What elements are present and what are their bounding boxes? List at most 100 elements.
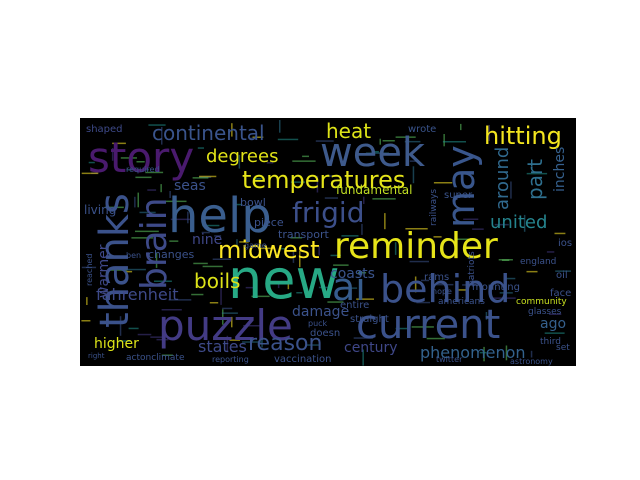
filler-mark	[136, 161, 145, 163]
word-century: century	[344, 340, 398, 356]
filler-mark	[555, 270, 571, 272]
filler-mark	[358, 272, 367, 274]
filler-mark	[222, 307, 233, 310]
filler-mark	[395, 327, 409, 330]
filler-mark	[433, 236, 442, 238]
word-right: right	[88, 352, 105, 360]
filler-mark	[485, 312, 488, 320]
filler-mark	[169, 191, 171, 198]
filler-mark	[302, 155, 309, 158]
filler-mark	[318, 245, 320, 256]
word-reached: reached	[85, 254, 94, 286]
filler-mark	[329, 175, 337, 177]
word-seas: seas	[174, 178, 206, 194]
filler-mark	[299, 250, 301, 268]
filler-mark	[150, 336, 168, 338]
filler-mark	[238, 154, 241, 169]
word-reason: reason	[248, 331, 322, 356]
filler-mark	[460, 123, 462, 131]
filler-mark	[212, 258, 232, 260]
word-degrees: degrees	[206, 146, 278, 167]
word-ai: ai	[332, 265, 366, 309]
filler-mark	[416, 301, 431, 304]
word-puck: puck	[308, 319, 328, 328]
word-story: story	[88, 133, 194, 182]
word-ago: ago	[540, 316, 566, 332]
filler-mark	[279, 120, 281, 133]
filler-mark	[505, 345, 508, 361]
filler-mark	[324, 197, 338, 199]
filler-mark	[86, 297, 88, 305]
filler-mark	[214, 235, 222, 237]
filler-mark	[526, 172, 548, 175]
filler-mark	[287, 278, 290, 290]
word-reporting: reporting	[212, 355, 249, 364]
filler-mark	[261, 247, 275, 250]
word-oil: oil	[556, 270, 568, 281]
word-piece: piece	[254, 216, 284, 229]
word-united: united	[490, 212, 547, 233]
word-transport: transport	[278, 228, 330, 241]
filler-mark	[137, 192, 139, 208]
word-astronomy: astronomy	[510, 357, 553, 366]
filler-mark	[123, 268, 146, 271]
filler-mark	[266, 162, 274, 164]
word-heat: heat	[326, 119, 371, 143]
word-inches: inches	[552, 147, 568, 192]
word-coasts: coasts	[330, 266, 375, 282]
word-required: required	[126, 165, 160, 174]
filler-mark	[350, 287, 358, 289]
word-fahrenheit: fahrenheit	[96, 285, 179, 304]
word-actonclimate: actonclimate	[126, 353, 185, 363]
filler-mark	[161, 354, 173, 356]
word-thanks: thanks	[92, 193, 138, 328]
filler-mark	[379, 138, 381, 145]
word-england: england	[520, 257, 556, 267]
filler-mark	[394, 242, 397, 255]
filler-mark	[135, 176, 152, 179]
word-americans: americans	[438, 297, 485, 307]
word-current: current	[356, 302, 500, 348]
filler-mark	[154, 280, 172, 282]
filler-mark	[292, 249, 295, 263]
filler-mark	[111, 148, 114, 161]
filler-mark	[421, 279, 430, 282]
filler-mark	[330, 254, 341, 257]
filler-mark	[363, 196, 365, 204]
word-continental: continental	[152, 121, 265, 145]
filler-mark	[118, 340, 131, 342]
filler-mark	[209, 302, 219, 304]
word-may: may	[439, 145, 483, 228]
word-shaped: shaped	[86, 124, 123, 135]
filler-mark	[119, 316, 122, 336]
filler-mark	[161, 127, 163, 145]
word-boils: boils	[194, 269, 240, 293]
filler-mark	[231, 123, 233, 137]
filler-mark	[290, 181, 305, 183]
filler-mark	[372, 198, 396, 200]
word-third: third	[540, 337, 561, 347]
filler-mark	[277, 281, 280, 289]
word-changes: changes	[148, 248, 194, 261]
filler-mark	[554, 232, 566, 235]
filler-mark	[498, 259, 513, 261]
filler-mark	[462, 284, 482, 286]
filler-mark	[341, 235, 359, 237]
filler-mark	[549, 313, 562, 315]
filler-mark	[126, 169, 149, 171]
word-higher: higher	[94, 336, 139, 352]
filler-mark	[409, 160, 418, 162]
filler-mark	[81, 172, 99, 175]
word-week: week	[320, 130, 426, 176]
word-damage: damage	[292, 304, 349, 320]
word-reminder: reminder	[334, 226, 498, 267]
filler-mark	[327, 301, 344, 303]
filler-mark	[463, 218, 479, 220]
filler-mark	[239, 241, 249, 243]
word-around: around	[492, 147, 513, 210]
filler-mark	[112, 142, 126, 145]
filler-mark	[226, 335, 229, 353]
word-ios: ios	[558, 238, 572, 249]
